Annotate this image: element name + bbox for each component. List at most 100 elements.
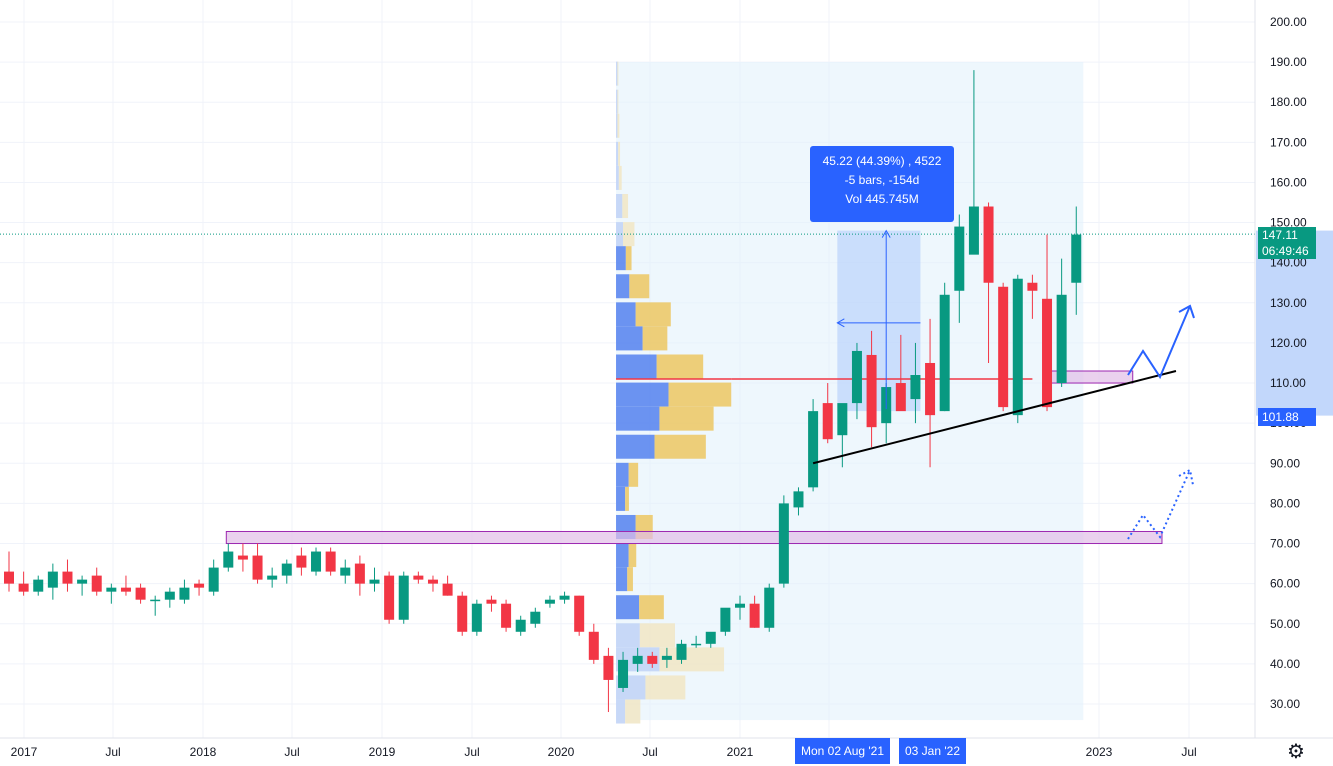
volume-profile-down-bar: [659, 406, 714, 431]
candle-body: [354, 563, 365, 584]
volume-profile-up-bar: [616, 222, 624, 247]
candle-body: [194, 583, 205, 588]
measure-arrow-head: [836, 318, 845, 328]
projection-path: [1127, 305, 1191, 380]
measure-volume-label: Vol 445.745M: [845, 192, 919, 206]
countdown-label: 06:49:46: [1262, 244, 1309, 258]
x-tick-label: 2019: [369, 745, 396, 759]
candle-body: [179, 587, 190, 600]
measure-arrow-head: [881, 229, 891, 238]
projection-arrow-head: [1178, 304, 1195, 319]
volume-profile-up-bar: [616, 406, 660, 431]
volume-profile-down-bar: [627, 567, 633, 592]
x-tick-label: 2018: [190, 745, 217, 759]
candle-body: [749, 603, 760, 628]
candle-body: [369, 579, 380, 584]
candle-body: [47, 571, 58, 588]
candle: [252, 543, 263, 584]
volume-profile-up-bar: [616, 486, 626, 511]
candle: [1056, 258, 1067, 388]
candle: [18, 571, 29, 596]
measure-bars-label: -5 bars, -154d: [844, 173, 920, 187]
y-tick-label: 70.00: [1270, 537, 1300, 551]
candle-body: [62, 571, 73, 584]
candle-body: [384, 575, 395, 620]
candle-body: [559, 595, 570, 600]
candle: [939, 282, 950, 412]
last-price-label: 147.11: [1262, 228, 1298, 242]
candle: [442, 575, 453, 596]
volume-profile-up-bar: [616, 595, 640, 620]
candle-body: [237, 555, 248, 560]
candle: [237, 543, 248, 572]
candle: [340, 559, 351, 584]
candle-body: [325, 551, 336, 572]
volume-profile-down-bar: [617, 113, 620, 138]
candle-body: [281, 563, 292, 576]
settings-gear-icon[interactable]: ⚙: [1287, 741, 1305, 763]
volume-profile-up-bar: [616, 274, 630, 299]
volume-profile-up-bar: [616, 699, 626, 724]
volume-profile-down-bar: [628, 543, 637, 568]
candle-body: [1012, 278, 1023, 416]
candle-body: [691, 643, 702, 646]
volume-profile-up-bar: [616, 113, 618, 138]
candle: [574, 595, 585, 636]
candle-body: [793, 491, 804, 508]
candle: [749, 595, 760, 628]
candle: [135, 583, 146, 604]
candle-body: [822, 403, 833, 440]
candle: [661, 647, 672, 668]
candle: [106, 583, 117, 604]
candle-body: [925, 362, 936, 416]
candle-body: [632, 655, 643, 664]
candle-body: [267, 575, 278, 580]
candle-body: [647, 655, 658, 664]
x-tick-label: Jul: [464, 745, 479, 759]
candle: [837, 403, 848, 468]
candle: [33, 575, 44, 596]
candle: [588, 623, 599, 664]
candle-body: [603, 655, 614, 680]
x-tick-label: Jul: [1181, 745, 1196, 759]
candle-body: [457, 595, 468, 632]
candle: [676, 639, 687, 664]
candle-body: [77, 579, 88, 584]
y-tick-label: 170.00: [1270, 135, 1307, 149]
candle-body: [588, 631, 599, 660]
volume-profile-down-bar: [656, 354, 704, 379]
candle: [705, 631, 716, 648]
candle-body: [968, 206, 979, 255]
volume-profile-up-bar: [616, 141, 619, 166]
candle: [925, 318, 936, 468]
volume-profile-down-bar: [668, 382, 732, 407]
candle: [866, 330, 877, 448]
volume-profile-up-bar: [616, 434, 655, 459]
range-start-date-tag: Mon 02 Aug '21: [795, 738, 891, 764]
candle-body: [223, 551, 234, 568]
volume-profile-down-bar: [625, 699, 641, 724]
y-tick-label: 30.00: [1270, 697, 1300, 711]
candle: [983, 202, 994, 363]
candle-body: [954, 226, 965, 291]
candle-body: [252, 555, 263, 580]
candle: [954, 214, 965, 323]
candle: [47, 563, 58, 600]
candle: [822, 383, 833, 444]
candle: [501, 599, 512, 632]
measure-change-label: 45.22 (44.39%) , 4522: [822, 154, 942, 168]
candle-body: [735, 603, 745, 608]
volume-profile-down-bar: [629, 274, 650, 299]
candle: [530, 607, 541, 628]
volume-profile-up-bar: [616, 165, 619, 190]
candle-body: [164, 591, 175, 600]
volume-profile-down-bar: [622, 194, 629, 219]
candle: [486, 595, 497, 612]
candle: [735, 595, 745, 620]
volume-profile-up-bar: [616, 567, 628, 592]
candle-body: [778, 503, 789, 584]
candle: [457, 591, 468, 636]
candle-body: [106, 587, 117, 592]
volume-profile-up-bar: [616, 543, 629, 568]
